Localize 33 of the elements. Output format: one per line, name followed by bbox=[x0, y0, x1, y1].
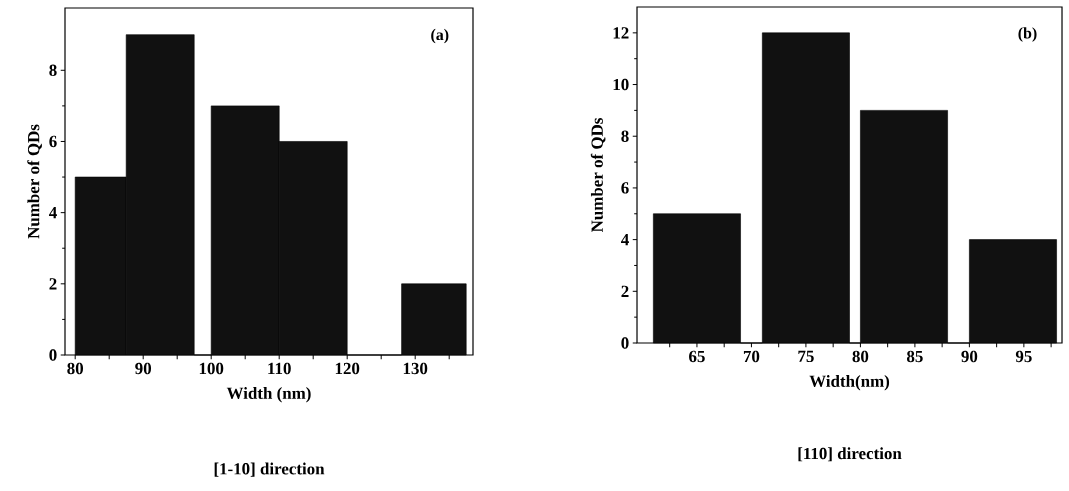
y-tick-label: 2 bbox=[49, 278, 57, 290]
x-axis-title: Width(nm) bbox=[809, 375, 890, 391]
y-tick-label: 4 bbox=[48, 207, 57, 219]
y-tick-label: 8 bbox=[49, 64, 57, 77]
x-tick-label: 90 bbox=[135, 362, 152, 375]
annotation: (a) bbox=[431, 28, 449, 44]
x-tick-label: 65 bbox=[689, 350, 705, 363]
y-axis-title: Number of QDs bbox=[590, 118, 606, 233]
text: [1-10] direction bbox=[214, 462, 325, 477]
y-tick-label: 8 bbox=[621, 130, 629, 142]
x-tick-label: 130 bbox=[403, 362, 428, 375]
x-tick-label: 110 bbox=[268, 362, 291, 375]
x-tick-label: 80 bbox=[67, 362, 84, 375]
y-tick-label: 4 bbox=[621, 234, 629, 246]
y-tick-label: 0 bbox=[49, 349, 57, 361]
x-tick-label: 75 bbox=[798, 350, 814, 363]
x-tick-label: 100 bbox=[199, 362, 224, 375]
y-tick-label: 2 bbox=[621, 285, 629, 297]
x-tick-label: 85 bbox=[906, 350, 923, 363]
y-tick-label: 0 bbox=[621, 337, 629, 349]
x-tick-label: 80 bbox=[852, 350, 869, 363]
y-tick-label: 12 bbox=[613, 27, 629, 39]
y-tick-label: 6 bbox=[49, 135, 57, 148]
annotation: (b) bbox=[1018, 27, 1037, 42]
x-tick-label: 70 bbox=[743, 350, 760, 363]
x-axis-title: Width (nm) bbox=[226, 387, 311, 403]
y-axis-title: Number of QDs bbox=[27, 124, 42, 239]
x-tick-label: 120 bbox=[335, 362, 360, 375]
text: [110] direction bbox=[798, 447, 902, 462]
x-tick-label: 95 bbox=[1015, 350, 1032, 363]
y-tick-label: 6 bbox=[621, 182, 629, 194]
x-tick-label: 90 bbox=[961, 350, 978, 363]
y-tick-label: 10 bbox=[613, 78, 629, 91]
